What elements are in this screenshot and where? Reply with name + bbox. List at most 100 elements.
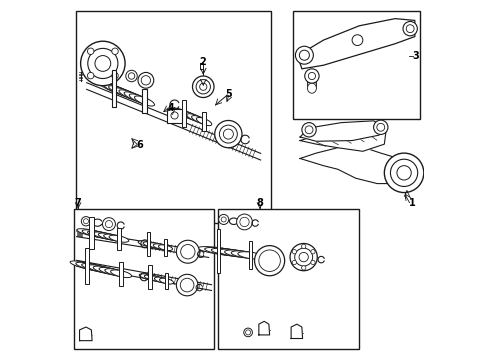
Circle shape [376,123,384,131]
Ellipse shape [307,83,316,93]
Circle shape [301,123,316,137]
Text: 8: 8 [256,198,263,208]
Bar [164,273,168,289]
Bar [76,12,271,223]
Bar [89,217,94,249]
Circle shape [112,48,118,54]
Text: 7: 7 [75,198,81,208]
Circle shape [310,260,314,265]
Circle shape [406,25,413,33]
Ellipse shape [93,266,120,275]
Bar [142,89,146,113]
Circle shape [141,76,150,85]
Ellipse shape [231,251,259,258]
Circle shape [83,219,88,224]
Ellipse shape [129,94,151,104]
Circle shape [221,217,226,222]
Circle shape [402,22,416,36]
Ellipse shape [93,232,117,240]
Ellipse shape [144,275,163,282]
Ellipse shape [139,274,160,281]
Ellipse shape [114,88,141,100]
Ellipse shape [82,230,110,238]
Circle shape [308,72,315,80]
Circle shape [301,244,305,248]
Text: 6: 6 [136,140,143,150]
Text: 1: 1 [408,198,415,208]
Circle shape [81,41,125,86]
Bar [84,248,89,284]
Ellipse shape [172,108,195,119]
Circle shape [102,218,115,230]
Ellipse shape [109,235,128,242]
Circle shape [95,55,110,71]
Circle shape [219,125,237,143]
Ellipse shape [70,261,103,271]
Polygon shape [300,123,386,151]
Bar [248,242,252,269]
Bar [119,262,123,285]
Ellipse shape [87,265,115,274]
Circle shape [223,129,233,139]
Ellipse shape [204,247,243,256]
Ellipse shape [148,243,165,249]
Ellipse shape [149,276,166,282]
Ellipse shape [134,96,154,106]
Circle shape [245,330,250,335]
Text: 3: 3 [412,51,418,61]
Ellipse shape [103,84,133,97]
Circle shape [239,217,249,226]
Circle shape [373,120,387,134]
Circle shape [171,112,178,119]
Circle shape [218,215,228,225]
Circle shape [384,153,423,193]
Circle shape [289,243,317,271]
Circle shape [305,126,312,134]
Text: 5: 5 [224,89,231,99]
Circle shape [301,266,305,270]
Ellipse shape [99,267,123,276]
Ellipse shape [307,76,316,90]
Circle shape [88,48,118,78]
Ellipse shape [108,86,137,99]
Text: 2: 2 [199,57,206,67]
Ellipse shape [87,231,114,239]
Ellipse shape [198,247,239,255]
Circle shape [292,260,296,265]
Circle shape [128,73,135,79]
Bar [74,209,214,348]
Ellipse shape [191,116,208,124]
Ellipse shape [218,249,251,257]
Ellipse shape [237,252,263,259]
Ellipse shape [154,277,170,283]
Polygon shape [290,324,302,338]
Ellipse shape [153,244,169,250]
Circle shape [81,217,90,226]
Polygon shape [300,146,408,189]
Circle shape [295,46,313,64]
Circle shape [236,214,252,230]
Ellipse shape [138,241,159,247]
Ellipse shape [211,248,247,256]
Circle shape [180,278,194,292]
Circle shape [87,72,94,79]
Circle shape [298,252,308,262]
Ellipse shape [124,92,147,103]
Ellipse shape [104,269,127,276]
Circle shape [192,76,214,98]
Bar [117,228,121,250]
Circle shape [180,244,195,259]
Circle shape [304,69,319,83]
Bar [148,265,151,289]
Circle shape [214,121,242,148]
Polygon shape [80,327,92,341]
Circle shape [125,70,137,82]
Bar [182,100,185,127]
Ellipse shape [98,233,121,240]
Circle shape [254,246,284,276]
Ellipse shape [307,72,316,88]
Circle shape [292,249,296,254]
Circle shape [294,248,312,266]
Polygon shape [298,19,414,69]
Ellipse shape [177,110,199,120]
